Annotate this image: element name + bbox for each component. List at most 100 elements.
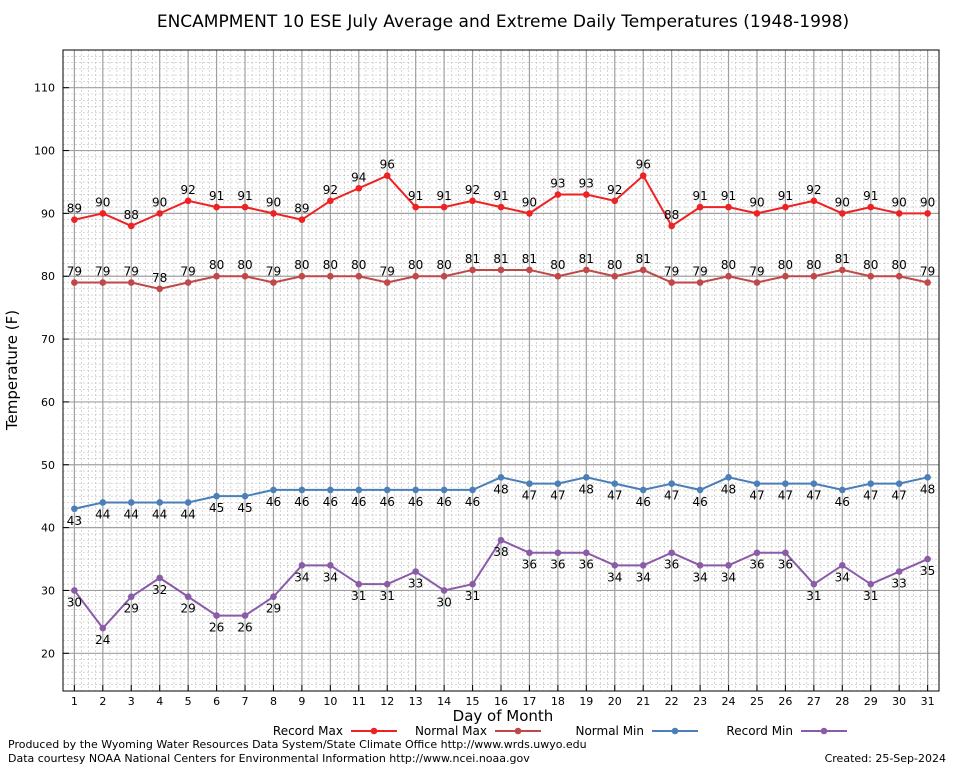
data-label-record-min: 31 bbox=[863, 589, 878, 603]
data-label-normal-max: 80 bbox=[892, 258, 907, 272]
legend-label-normal-min: Normal Min bbox=[575, 724, 644, 738]
footer-created: Created: 25-Sep-2024 bbox=[824, 752, 946, 765]
data-label-normal-min: 47 bbox=[550, 489, 565, 503]
data-point-record-max bbox=[583, 191, 590, 198]
data-point-record-max bbox=[127, 222, 135, 230]
data-point-normal-max bbox=[213, 272, 220, 280]
data-label-record-min: 30 bbox=[436, 595, 451, 609]
data-label-normal-max: 80 bbox=[607, 258, 622, 272]
y-tick-label: 100 bbox=[34, 145, 55, 158]
data-label-normal-max: 80 bbox=[721, 258, 736, 272]
data-point-normal-max bbox=[668, 279, 675, 286]
data-point-record-min bbox=[583, 549, 590, 557]
data-label-normal-max: 79 bbox=[749, 265, 764, 279]
data-point-normal-min bbox=[99, 499, 107, 506]
data-point-record-min bbox=[241, 612, 249, 619]
data-point-record-max bbox=[924, 210, 931, 217]
data-point-normal-max bbox=[497, 266, 505, 274]
data-point-record-min bbox=[327, 562, 334, 569]
data-point-record-max bbox=[298, 216, 306, 223]
x-tick-label: 28 bbox=[835, 695, 849, 708]
data-label-record-min: 36 bbox=[778, 558, 793, 572]
data-point-record-min bbox=[412, 568, 419, 575]
data-label-normal-max: 80 bbox=[806, 258, 821, 272]
data-point-record-min bbox=[497, 536, 505, 544]
legend-marker-normal-max bbox=[514, 727, 522, 735]
data-point-record-min bbox=[99, 624, 107, 632]
data-point-record-min bbox=[725, 562, 732, 569]
data-label-record-max: 89 bbox=[67, 202, 82, 216]
data-point-normal-max bbox=[838, 266, 846, 274]
data-point-normal-max bbox=[383, 279, 391, 286]
data-label-normal-max: 80 bbox=[408, 258, 423, 272]
data-label-normal-min: 47 bbox=[778, 489, 793, 503]
data-label-record-min: 31 bbox=[351, 589, 366, 603]
data-point-record-min bbox=[810, 580, 818, 588]
x-tick-label: 17 bbox=[522, 695, 536, 708]
data-point-normal-max bbox=[867, 272, 875, 280]
data-point-record-max bbox=[810, 197, 818, 205]
legend-label-record-max: Record Max bbox=[273, 724, 343, 738]
y-tick-label: 80 bbox=[41, 270, 55, 283]
data-point-record-max bbox=[725, 203, 732, 211]
data-point-normal-max bbox=[895, 272, 903, 280]
data-label-normal-max: 80 bbox=[209, 258, 224, 272]
data-label-record-min: 34 bbox=[721, 570, 736, 584]
data-label-normal-max: 79 bbox=[920, 265, 935, 279]
data-point-normal-min bbox=[696, 486, 704, 494]
data-label-normal-min: 46 bbox=[465, 495, 480, 509]
data-label-record-max: 90 bbox=[892, 195, 907, 209]
x-tick-label: 24 bbox=[722, 695, 736, 708]
legend-label-record-min: Record Min bbox=[726, 724, 793, 738]
data-point-normal-min bbox=[583, 474, 590, 481]
data-point-normal-max bbox=[327, 272, 334, 280]
data-label-record-min: 31 bbox=[380, 589, 395, 603]
data-point-record-min bbox=[440, 587, 448, 594]
data-label-normal-min: 47 bbox=[892, 489, 907, 503]
x-tick-label: 31 bbox=[921, 695, 935, 708]
data-point-record-max bbox=[782, 203, 789, 211]
data-point-normal-min bbox=[469, 486, 476, 494]
data-point-normal-max bbox=[412, 272, 419, 280]
data-label-normal-max: 81 bbox=[636, 252, 651, 266]
data-label-record-min: 35 bbox=[920, 564, 935, 578]
series-group: 89 90 88 90 92 91 91 90 89 92 94 96 91 91 92 91 90 93 93 92… bbox=[67, 158, 936, 647]
data-label-record-min: 34 bbox=[692, 570, 707, 584]
data-point-normal-max bbox=[241, 272, 249, 280]
data-label-normal-min: 46 bbox=[323, 495, 338, 509]
data-label-normal-min: 46 bbox=[266, 495, 281, 509]
data-label-normal-max: 79 bbox=[692, 265, 707, 279]
data-point-record-max bbox=[696, 203, 704, 211]
y-tick-label: 30 bbox=[41, 584, 55, 597]
series-record-max: 89 90 88 90 92 91 91 90 89 92 94 96 91 91 92 91 90 93 93 92… bbox=[67, 158, 935, 230]
x-tick-label: 1 bbox=[71, 695, 78, 708]
data-point-normal-max bbox=[526, 266, 533, 274]
data-point-record-min bbox=[753, 549, 761, 557]
data-label-normal-max: 79 bbox=[380, 265, 395, 279]
data-point-normal-min bbox=[184, 499, 192, 506]
x-tick-label: 7 bbox=[242, 695, 249, 708]
data-label-normal-max: 80 bbox=[778, 258, 793, 272]
data-point-record-min bbox=[924, 555, 931, 563]
data-point-normal-max bbox=[725, 272, 732, 280]
data-point-record-min bbox=[668, 549, 675, 557]
data-label-record-min: 33 bbox=[408, 577, 423, 591]
data-point-normal-max bbox=[583, 266, 590, 274]
x-tick-label: 10 bbox=[323, 695, 337, 708]
legend-label-normal-max: Normal Max bbox=[415, 724, 487, 738]
x-tick-label: 23 bbox=[693, 695, 707, 708]
x-tick-label: 27 bbox=[807, 695, 821, 708]
data-point-record-max bbox=[412, 203, 419, 211]
data-point-record-min bbox=[639, 562, 647, 569]
data-point-normal-max bbox=[924, 279, 931, 286]
data-point-record-max bbox=[184, 197, 192, 205]
data-point-normal-max bbox=[99, 279, 107, 286]
data-label-normal-max: 79 bbox=[95, 265, 110, 279]
x-axis-label: Day of Month bbox=[453, 707, 554, 725]
x-tick-label: 2 bbox=[99, 695, 106, 708]
data-label-normal-max: 79 bbox=[664, 265, 679, 279]
data-point-normal-min bbox=[895, 480, 903, 487]
data-label-record-min: 36 bbox=[664, 558, 679, 572]
data-point-record-min bbox=[611, 562, 619, 569]
